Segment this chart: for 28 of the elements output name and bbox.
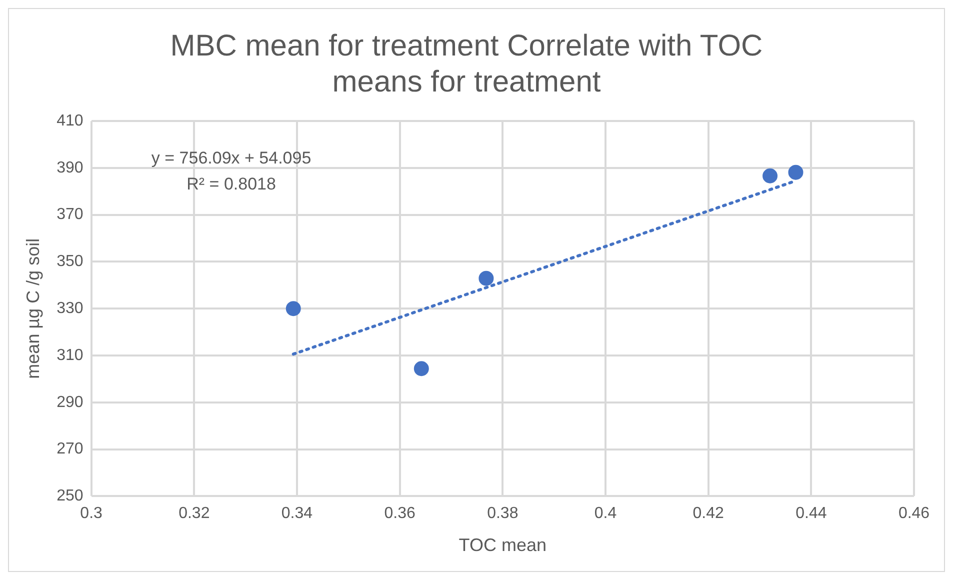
x-tick-label: 0.4: [594, 505, 617, 522]
x-tick-label: 0.36: [384, 505, 416, 522]
x-axis-title: TOC mean: [458, 535, 546, 556]
y-tick-label: 310: [56, 346, 84, 364]
y-tick-label: 350: [56, 253, 84, 270]
y-tick-label: 330: [56, 300, 84, 318]
annotation: R² = 0.8018: [186, 174, 276, 194]
y-tick-label: 390: [56, 159, 84, 176]
point: [414, 361, 429, 376]
x-tick-label: 0.34: [281, 505, 313, 522]
chart-title: MBC mean for treatment Correlate with TOC means for treatment: [170, 29, 763, 98]
y-tick-label: 290: [56, 394, 84, 411]
point: [788, 164, 804, 180]
x-tick-label: 0.44: [796, 505, 827, 522]
annotation: y = 756.09x + 54.095: [151, 148, 312, 168]
point: [286, 301, 301, 316]
y-tick-label: 250: [56, 488, 84, 505]
y-tick-label: 370: [56, 206, 84, 224]
y-axis-title: mean µg C /g soil: [22, 238, 43, 379]
x-tick-label: 0.32: [178, 505, 210, 522]
x-tick-label: 0.38: [487, 505, 518, 522]
x-tick-label: 0.46: [898, 505, 930, 522]
y-tick-label: 270: [56, 440, 84, 458]
y-tick-label: 410: [56, 112, 84, 130]
x-tick-label: 0.42: [692, 505, 724, 522]
x-tick-label: 0.3: [80, 505, 103, 522]
point: [762, 168, 778, 184]
point: [478, 270, 494, 286]
